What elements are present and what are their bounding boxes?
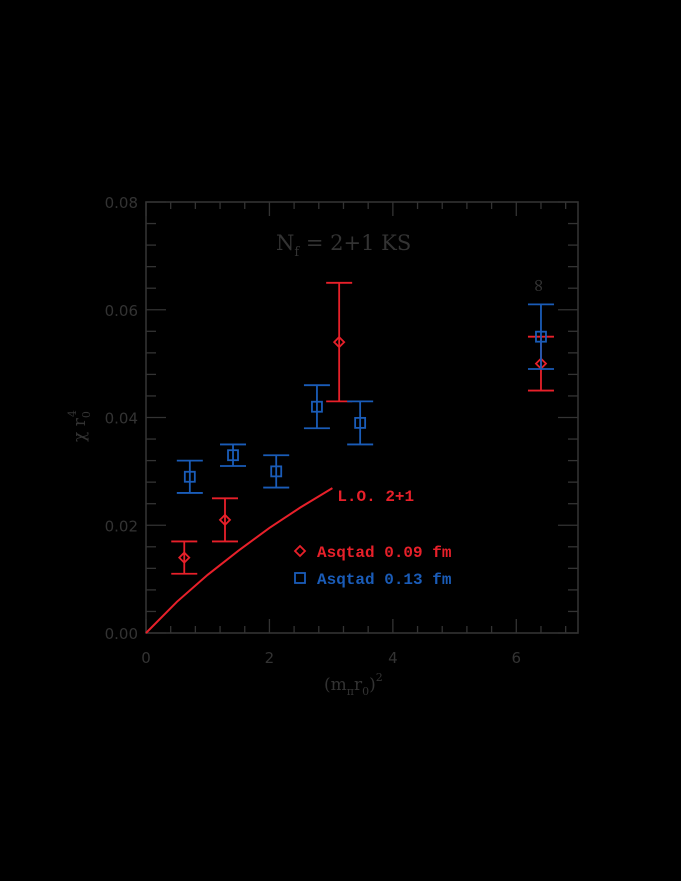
chart-title: Nf = 2+1 KS (276, 231, 411, 260)
y-tick-label: 0.06 (105, 302, 138, 320)
data-point (211, 497, 238, 543)
y-tick-label: 0.04 (105, 410, 138, 428)
data-point (171, 540, 198, 575)
plot-frame (145, 201, 579, 634)
square-marker (270, 465, 283, 478)
title-rest: = 2+1 KS (299, 231, 411, 255)
data-point (303, 384, 330, 430)
square-marker (354, 416, 367, 429)
x-tick-label: 2 (265, 649, 275, 667)
y-tick-label: 0.00 (105, 625, 138, 643)
series-points (171, 281, 554, 575)
y-tick-labels: 0.00 0.02 0.04 0.06 0.08 (105, 194, 138, 643)
annotations: L.O. 2+1 ∞ (337, 278, 549, 506)
square-marker (535, 330, 547, 343)
title-main: N (276, 231, 294, 255)
infinity-annotation: ∞ (528, 278, 549, 293)
lo-curve (145, 487, 333, 634)
data-point (527, 303, 554, 370)
data-point (347, 400, 374, 446)
x-tick-label: 4 (388, 649, 398, 667)
diamond-marker (332, 335, 346, 349)
y-axis-label: χ r04 (66, 410, 93, 442)
lo-curve-line (145, 487, 333, 634)
data-point (263, 454, 290, 489)
diamond-marker (218, 513, 232, 527)
legend-diamond-icon (293, 544, 307, 558)
square-marker (183, 470, 196, 483)
x-tick-labels: 0 2 4 6 (141, 649, 521, 667)
legend-item: Asqtad 0.13 fm (294, 571, 452, 589)
legend-label: Asqtad 0.13 fm (317, 571, 452, 589)
lo-annotation: L.O. 2+1 (337, 488, 414, 506)
x-axis-label: (mπr0)2 (324, 671, 383, 698)
square-marker (311, 400, 323, 413)
x-tick-label: 0 (141, 649, 151, 667)
data-point (220, 443, 247, 467)
square-marker (227, 449, 239, 462)
minor-ticks (146, 202, 578, 633)
y-tick-label: 0.02 (105, 517, 138, 535)
title-sub: f (294, 245, 300, 260)
y-tick-label: 0.08 (105, 194, 138, 212)
data-point (176, 459, 203, 494)
diamond-marker (177, 551, 191, 564)
legend: Asqtad 0.09 fm Asqtad 0.13 fm (293, 544, 452, 589)
legend-square-icon (294, 572, 306, 584)
legend-label: Asqtad 0.09 fm (317, 544, 452, 562)
legend-item: Asqtad 0.09 fm (293, 544, 452, 562)
x-tick-label: 6 (512, 649, 522, 667)
